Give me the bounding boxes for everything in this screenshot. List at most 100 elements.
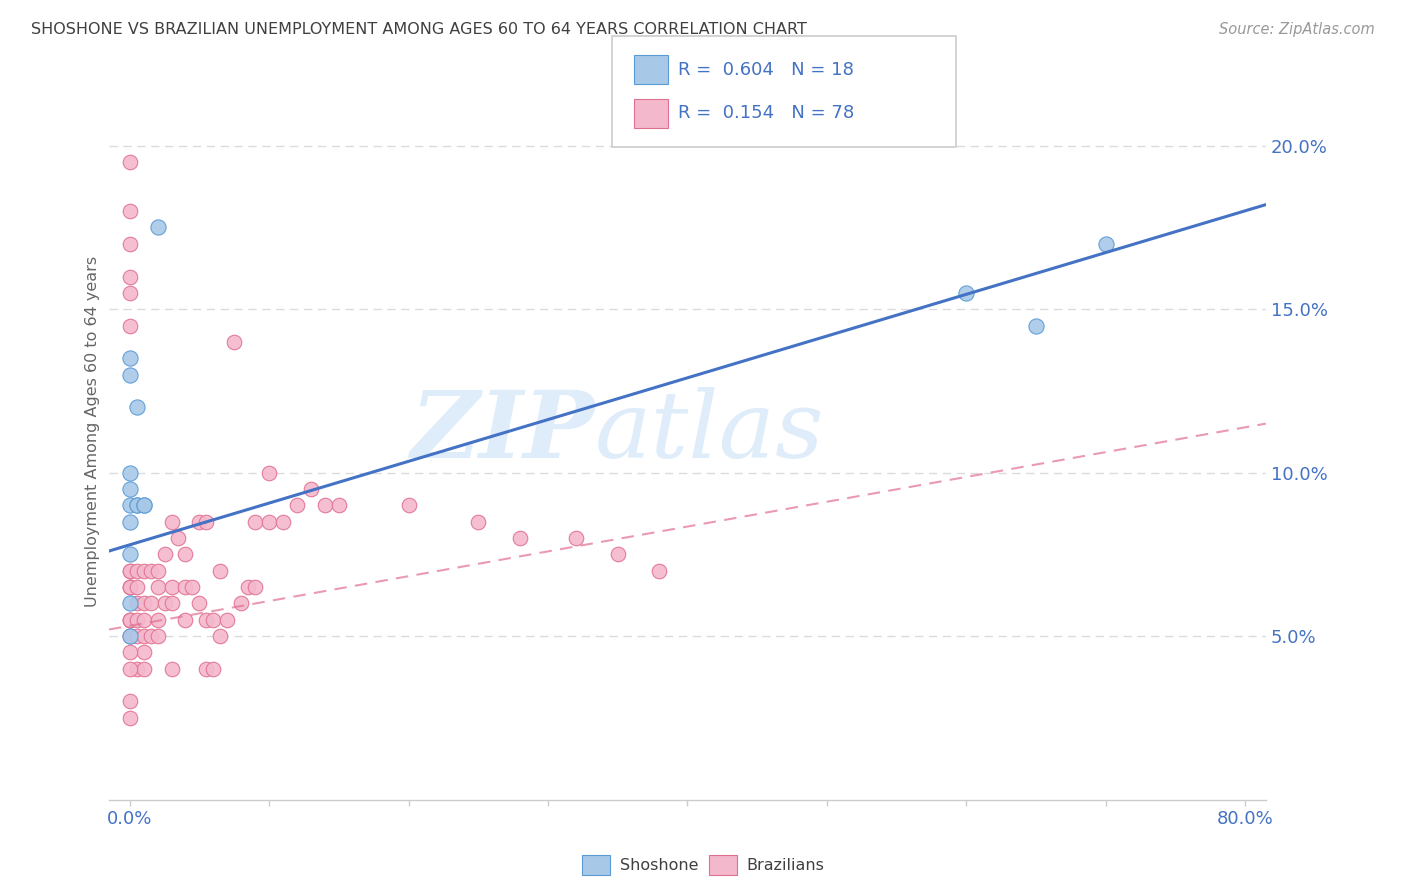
Point	[328, 499, 350, 513]
Point	[606, 547, 628, 561]
Point	[125, 596, 148, 610]
Point	[146, 564, 169, 578]
Point	[118, 662, 141, 676]
Point	[132, 645, 155, 659]
Point	[209, 564, 232, 578]
Point	[132, 613, 155, 627]
Point	[132, 499, 155, 513]
Point	[565, 531, 588, 545]
Point	[314, 499, 336, 513]
Point	[118, 694, 141, 708]
Point	[132, 596, 155, 610]
Point	[224, 334, 246, 349]
Point	[1025, 318, 1047, 333]
Point	[118, 155, 141, 169]
Point	[125, 499, 148, 513]
Point	[181, 580, 204, 594]
Point	[118, 269, 141, 284]
Point	[243, 580, 266, 594]
Point	[118, 515, 141, 529]
Point	[132, 499, 155, 513]
Point	[243, 515, 266, 529]
Point	[118, 596, 141, 610]
Point	[118, 711, 141, 725]
Point	[118, 613, 141, 627]
Point	[174, 613, 197, 627]
Point	[188, 596, 211, 610]
Text: R =  0.604   N = 18: R = 0.604 N = 18	[678, 61, 853, 78]
Point	[160, 515, 183, 529]
Point	[118, 368, 141, 382]
Point	[125, 499, 148, 513]
Point	[118, 613, 141, 627]
Point	[118, 580, 141, 594]
Point	[118, 318, 141, 333]
Point	[118, 285, 141, 300]
Point	[160, 580, 183, 594]
Text: atlas: atlas	[595, 387, 824, 477]
Point	[132, 564, 155, 578]
Point	[118, 499, 141, 513]
Point	[125, 564, 148, 578]
Point	[125, 580, 148, 594]
Point	[195, 613, 218, 627]
Point	[209, 629, 232, 643]
Text: Source: ZipAtlas.com: Source: ZipAtlas.com	[1219, 22, 1375, 37]
Text: Brazilians: Brazilians	[747, 858, 824, 872]
Text: SHOSHONE VS BRAZILIAN UNEMPLOYMENT AMONG AGES 60 TO 64 YEARS CORRELATION CHART: SHOSHONE VS BRAZILIAN UNEMPLOYMENT AMONG…	[31, 22, 807, 37]
Point	[231, 596, 253, 610]
Point	[139, 629, 162, 643]
Point	[467, 515, 489, 529]
Point	[202, 613, 225, 627]
Text: Shoshone: Shoshone	[620, 858, 699, 872]
Point	[118, 466, 141, 480]
Point	[118, 613, 141, 627]
Point	[285, 499, 308, 513]
Point	[648, 564, 671, 578]
Point	[139, 564, 162, 578]
Point	[160, 662, 183, 676]
Point	[146, 613, 169, 627]
Point	[125, 401, 148, 415]
Point	[132, 629, 155, 643]
Point	[257, 515, 280, 529]
Point	[118, 351, 141, 366]
Point	[257, 466, 280, 480]
Point	[146, 220, 169, 235]
Point	[174, 580, 197, 594]
Point	[271, 515, 294, 529]
Point	[118, 629, 141, 643]
Point	[398, 499, 420, 513]
Point	[153, 547, 176, 561]
Point	[132, 662, 155, 676]
Point	[238, 580, 260, 594]
Point	[139, 596, 162, 610]
Point	[125, 662, 148, 676]
Point	[146, 580, 169, 594]
Point	[118, 564, 141, 578]
Point	[118, 645, 141, 659]
Text: ZIP: ZIP	[411, 387, 595, 477]
Point	[153, 596, 176, 610]
Point	[118, 580, 141, 594]
Point	[118, 629, 141, 643]
Point	[118, 482, 141, 496]
Point	[955, 285, 977, 300]
Point	[118, 204, 141, 219]
Point	[195, 662, 218, 676]
Point	[217, 613, 239, 627]
Text: R =  0.154   N = 78: R = 0.154 N = 78	[678, 104, 853, 122]
Y-axis label: Unemployment Among Ages 60 to 64 years: Unemployment Among Ages 60 to 64 years	[86, 256, 100, 607]
Point	[167, 531, 190, 545]
Point	[299, 482, 322, 496]
Point	[118, 236, 141, 251]
Point	[202, 662, 225, 676]
Point	[146, 629, 169, 643]
Point	[118, 580, 141, 594]
Point	[1094, 236, 1116, 251]
Point	[160, 596, 183, 610]
Point	[174, 547, 197, 561]
Point	[195, 515, 218, 529]
Point	[125, 613, 148, 627]
Point	[188, 515, 211, 529]
